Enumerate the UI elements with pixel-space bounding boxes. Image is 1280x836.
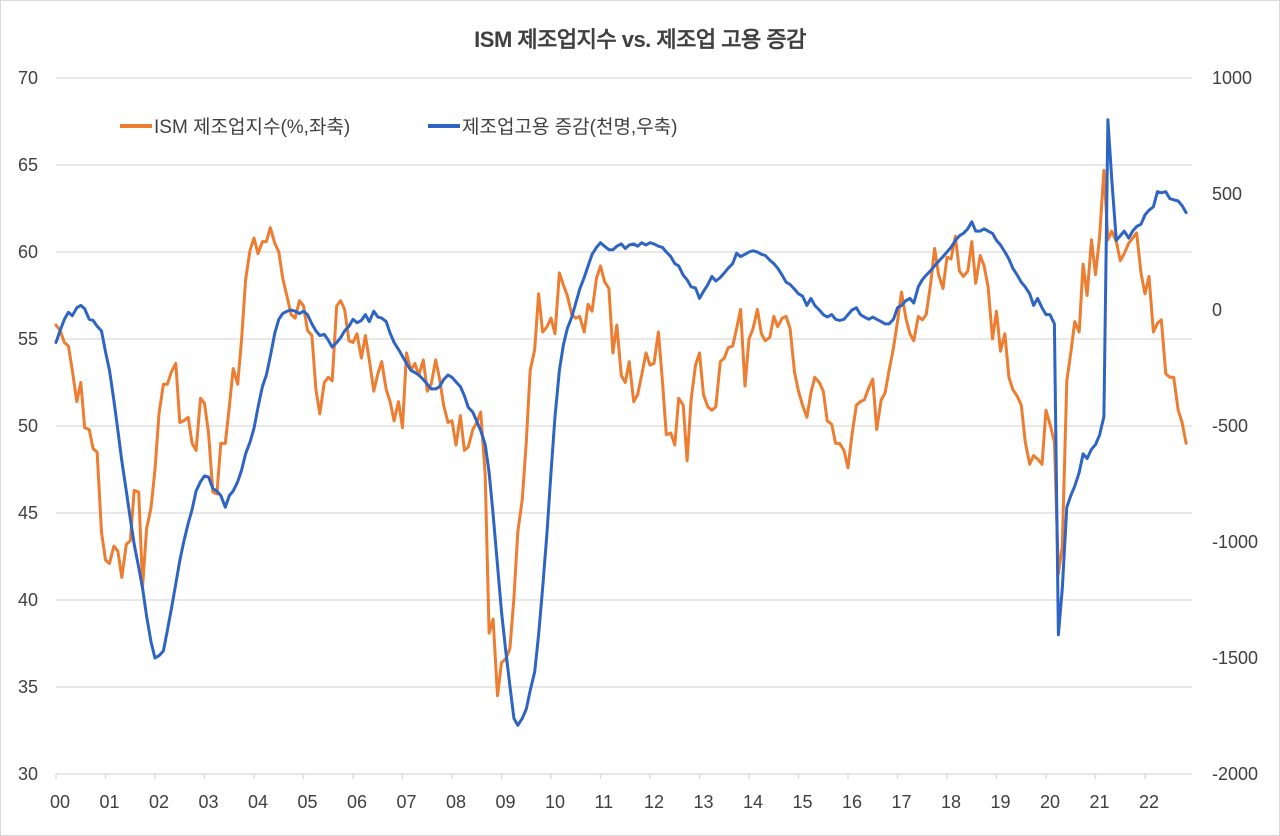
y-left-tick-label: 70 [18,68,38,88]
x-tick-label: 09 [496,792,516,812]
x-tick-label: 01 [100,792,120,812]
legend-item-ism: ISM 제조업지수(%,좌축) [120,112,350,139]
x-tick-label: 07 [397,792,417,812]
y-left-tick-label: 35 [18,677,38,697]
x-tick-label: 19 [991,792,1011,812]
x-tick-label: 04 [248,792,268,812]
y-right-tick-label: -2000 [1212,764,1258,784]
x-tick-label: 08 [446,792,466,812]
x-tick-label: 03 [199,792,219,812]
x-tick-label: 05 [298,792,318,812]
y-left-tick-label: 40 [18,590,38,610]
legend-swatch-blue-icon [428,123,460,128]
y-right-tick-label: 500 [1212,184,1242,204]
y-left-tick-label: 65 [18,155,38,175]
x-tick-label: 22 [1139,792,1159,812]
x-tick-label: 00 [50,792,70,812]
x-tick-label: 02 [149,792,169,812]
x-tick-label: 12 [644,792,664,812]
y-left-tick-label: 30 [18,764,38,784]
chart-title: ISM 제조업지수 vs. 제조업 고용 증감 [474,27,806,52]
legend-swatch-orange-icon [120,123,152,128]
y-right-tick-label: 1000 [1212,68,1252,88]
x-tick-label: 20 [1040,792,1060,812]
y-left-tick-label: 55 [18,329,38,349]
x-tick-label: 16 [842,792,862,812]
legend-label-ism: ISM 제조업지수(%,좌축) [154,117,351,138]
x-tick-label: 17 [892,792,912,812]
x-tick-label: 18 [941,792,961,812]
x-tick-label: 13 [694,792,714,812]
x-tick-label: 06 [347,792,367,812]
y-left-tick-label: 50 [18,416,38,436]
y-left-tick-label: 60 [18,242,38,262]
y-left-tick-label: 45 [18,503,38,523]
y-right-tick-label: -500 [1212,416,1248,436]
employment-line [54,118,1188,727]
legend-label-employment: 제조업고용 증감(천명,우축) [462,117,678,138]
ism-line [54,168,1188,698]
x-tick-label: 14 [743,792,763,812]
y-right-tick-label: -1500 [1212,648,1258,668]
legend-item-employment: 제조업고용 증감(천명,우축) [428,112,678,139]
y-right-tick-label: -1000 [1212,532,1258,552]
x-tick-label: 15 [793,792,813,812]
y-right-tick-label: 0 [1212,300,1222,320]
x-tick-label: 21 [1090,792,1110,812]
x-tick-label: 10 [545,792,565,812]
x-tick-label: 11 [595,792,614,812]
